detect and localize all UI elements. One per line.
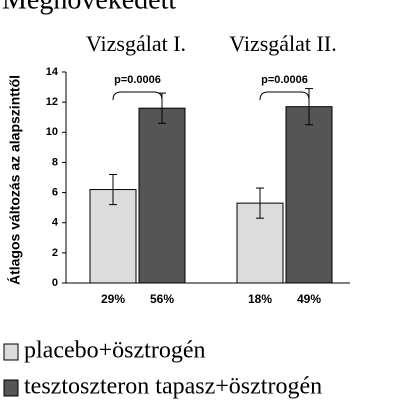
percent-label: 49% <box>297 292 321 306</box>
significance-bracket <box>112 91 163 101</box>
annotation: p=0.0006 <box>261 74 308 86</box>
category-label: Vizsgálat II. <box>229 31 336 56</box>
y-tick-label: 12 <box>46 96 58 108</box>
category-label: Vizsgálat I. <box>86 31 186 56</box>
y-tick-label: 6 <box>52 186 58 198</box>
y-tick-label: 10 <box>46 126 58 138</box>
significance-bracket <box>259 91 310 101</box>
percent-label: 18% <box>248 292 272 306</box>
legend-label: tesztoszteron tapasz+ösztrogén <box>24 374 322 400</box>
y-tick-label: 2 <box>52 247 58 259</box>
annotation: p=0.0006 <box>114 74 161 86</box>
legend-swatch <box>3 343 19 361</box>
y-tick-label: 8 <box>52 156 58 168</box>
bar <box>138 107 186 284</box>
legend-label: placebo+ösztrogén <box>24 338 205 364</box>
y-axis-label: Átlagos változás az alapszinttől <box>7 75 23 285</box>
chart-title: Megnövekedett <box>2 0 176 15</box>
legend-swatch <box>3 379 19 397</box>
percent-label: 56% <box>150 292 174 306</box>
bar <box>285 106 333 284</box>
y-tick-label: 0 <box>52 277 58 289</box>
y-tick-label: 4 <box>52 217 59 229</box>
percent-label: 29% <box>101 292 125 306</box>
y-tick-label: 14 <box>46 66 59 78</box>
